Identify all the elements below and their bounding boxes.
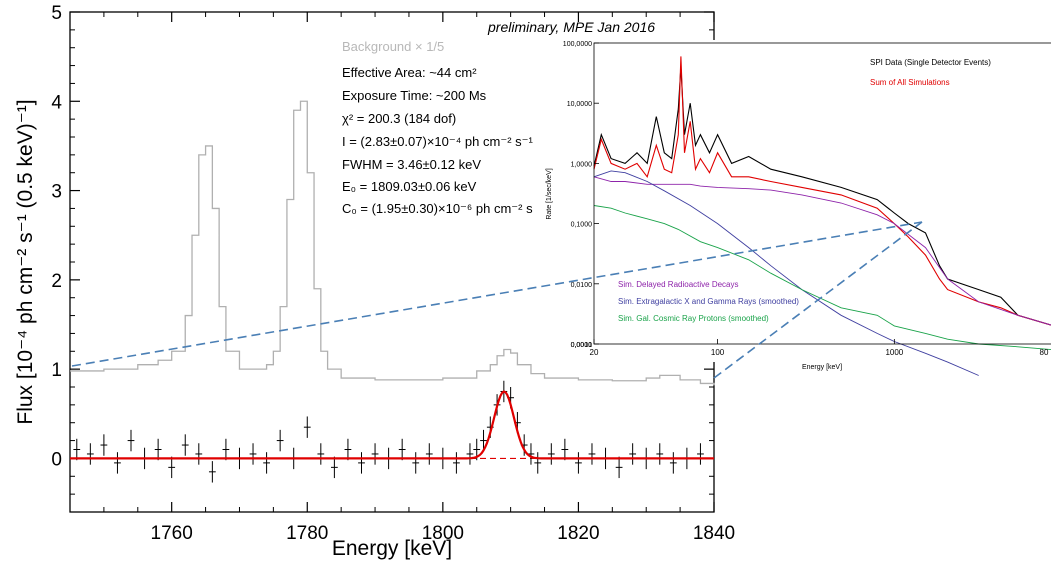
main-x-tick-label: 1840 — [693, 523, 735, 544]
inset-x-tick-label: 100 — [711, 348, 725, 357]
inset-y-tick-label: 10,0000 — [567, 101, 592, 108]
inset-x-tick-label: 20 — [590, 348, 599, 357]
main-x-axis-label: Energy [keV] — [332, 537, 452, 560]
gaussian-fit-line — [70, 390, 714, 460]
main-y-axis-label: Flux [10⁻⁴ ph cm⁻² s⁻¹ (0.5 keV)⁻¹] — [14, 99, 37, 424]
background-spectrum-line — [70, 100, 715, 386]
inset-x-tick-label: 80 — [1040, 348, 1049, 357]
main-y-tick-label: 0 — [51, 449, 62, 470]
main-spectrum-chart: 1760 1780 1800 1820 1840 0 1 2 3 4 5 Energy [keV]… — [14, 3, 735, 560]
inset-y-axis-label: Rate [1/sec/keV] — [546, 168, 553, 219]
inset-x-ticks: 20 100 1000 80 — [590, 339, 1049, 357]
main-x-tick-label: 1800 — [422, 523, 464, 544]
legend-sum-simulations: Sum of All Simulations — [870, 78, 950, 87]
annotation-continuum: C₀ = (1.95±0.30)×10⁻⁶ ph cm⁻² s — [342, 201, 533, 216]
inset-background — [543, 40, 1051, 362]
inset-series-group — [593, 56, 1051, 376]
inset-y-tick-label: 0,1000 — [571, 222, 593, 229]
inset-y-tick-label: 0,0010 — [571, 342, 593, 349]
annotation-line-energy: E₀ = 1809.03±0.06 keV — [342, 179, 477, 194]
preliminary-note: preliminary, MPE Jan 2016 — [487, 19, 655, 35]
inset-y-tick-label: 100,0000 — [563, 41, 592, 48]
annotation-intensity: I = (2.83±0.07)×10⁻⁴ ph cm⁻² s⁻¹ — [342, 134, 534, 149]
inset-y-tick-label: 0,0001 — [571, 342, 593, 349]
inset-full-spectrum-chart: 20 100 1000 80 100,0000 10,0000 1,0000 0,1000 0… — [543, 40, 1051, 376]
inset-series-line — [593, 170, 979, 376]
main-x-tick-label: 1760 — [151, 523, 193, 544]
inset-plot-frame — [593, 42, 1051, 345]
annotation-exposure-time: Exposure Time: ~200 Ms — [342, 88, 487, 103]
inset-x-axis-label: Energy [keV] — [802, 364, 842, 371]
annotation-chi-square: χ² = 200.3 (184 dof) — [342, 111, 456, 126]
legend-extragalactic: Sim. Extragalactic X and Gamma Rays (smo… — [618, 297, 799, 306]
annotation-effective-area: Effective Area: ~44 cm² — [342, 65, 477, 80]
main-series-group — [70, 100, 715, 483]
zoom-connector-upper — [71, 221, 923, 367]
main-y-tick-label: 4 — [51, 92, 62, 113]
main-x-tick-label: 1820 — [557, 523, 599, 544]
main-x-tick-label: 1780 — [286, 523, 328, 544]
main-y-tick-label: 1 — [51, 360, 62, 381]
legend-cosmic-protons: Sim. Gal. Cosmic Ray Protons (smoothed) — [618, 314, 769, 323]
annotation-fwhm: FWHM = 3.46±0.12 keV — [342, 157, 481, 172]
inset-series-line — [593, 66, 1051, 326]
inset-legend: SPI Data (Single Detector Events) Sum of… — [618, 58, 991, 323]
main-y-tick-label: 3 — [51, 182, 62, 203]
main-y-tick-label: 5 — [51, 3, 62, 24]
zoom-connector-lower — [713, 221, 923, 379]
inset-y-tick-label: 1,0000 — [571, 161, 593, 168]
legend-spi-data: SPI Data (Single Detector Events) — [870, 58, 991, 67]
inset-series-line — [593, 176, 1051, 326]
main-y-tick-label: 2 — [51, 271, 62, 292]
inset-y-ticks: 100,0000 10,0000 1,0000 0,1000 0,0100 0,00100… — [563, 41, 599, 349]
legend-delayed-decays: Sim. Delayed Radioactive Decays — [618, 280, 739, 289]
main-x-ticks: 1760 1780 1800 1820 1840 — [103, 12, 735, 544]
inset-series-line — [593, 205, 1051, 351]
inset-x-tick-label: 1000 — [885, 348, 903, 357]
annotation-background-scale: Background × 1/5 — [342, 39, 444, 54]
fit-annotations: Background × 1/5 Effective Area: ~44 cm²… — [342, 39, 534, 216]
inset-y-tick-label: 0,0100 — [571, 282, 593, 289]
inset-series-line — [593, 56, 1051, 326]
